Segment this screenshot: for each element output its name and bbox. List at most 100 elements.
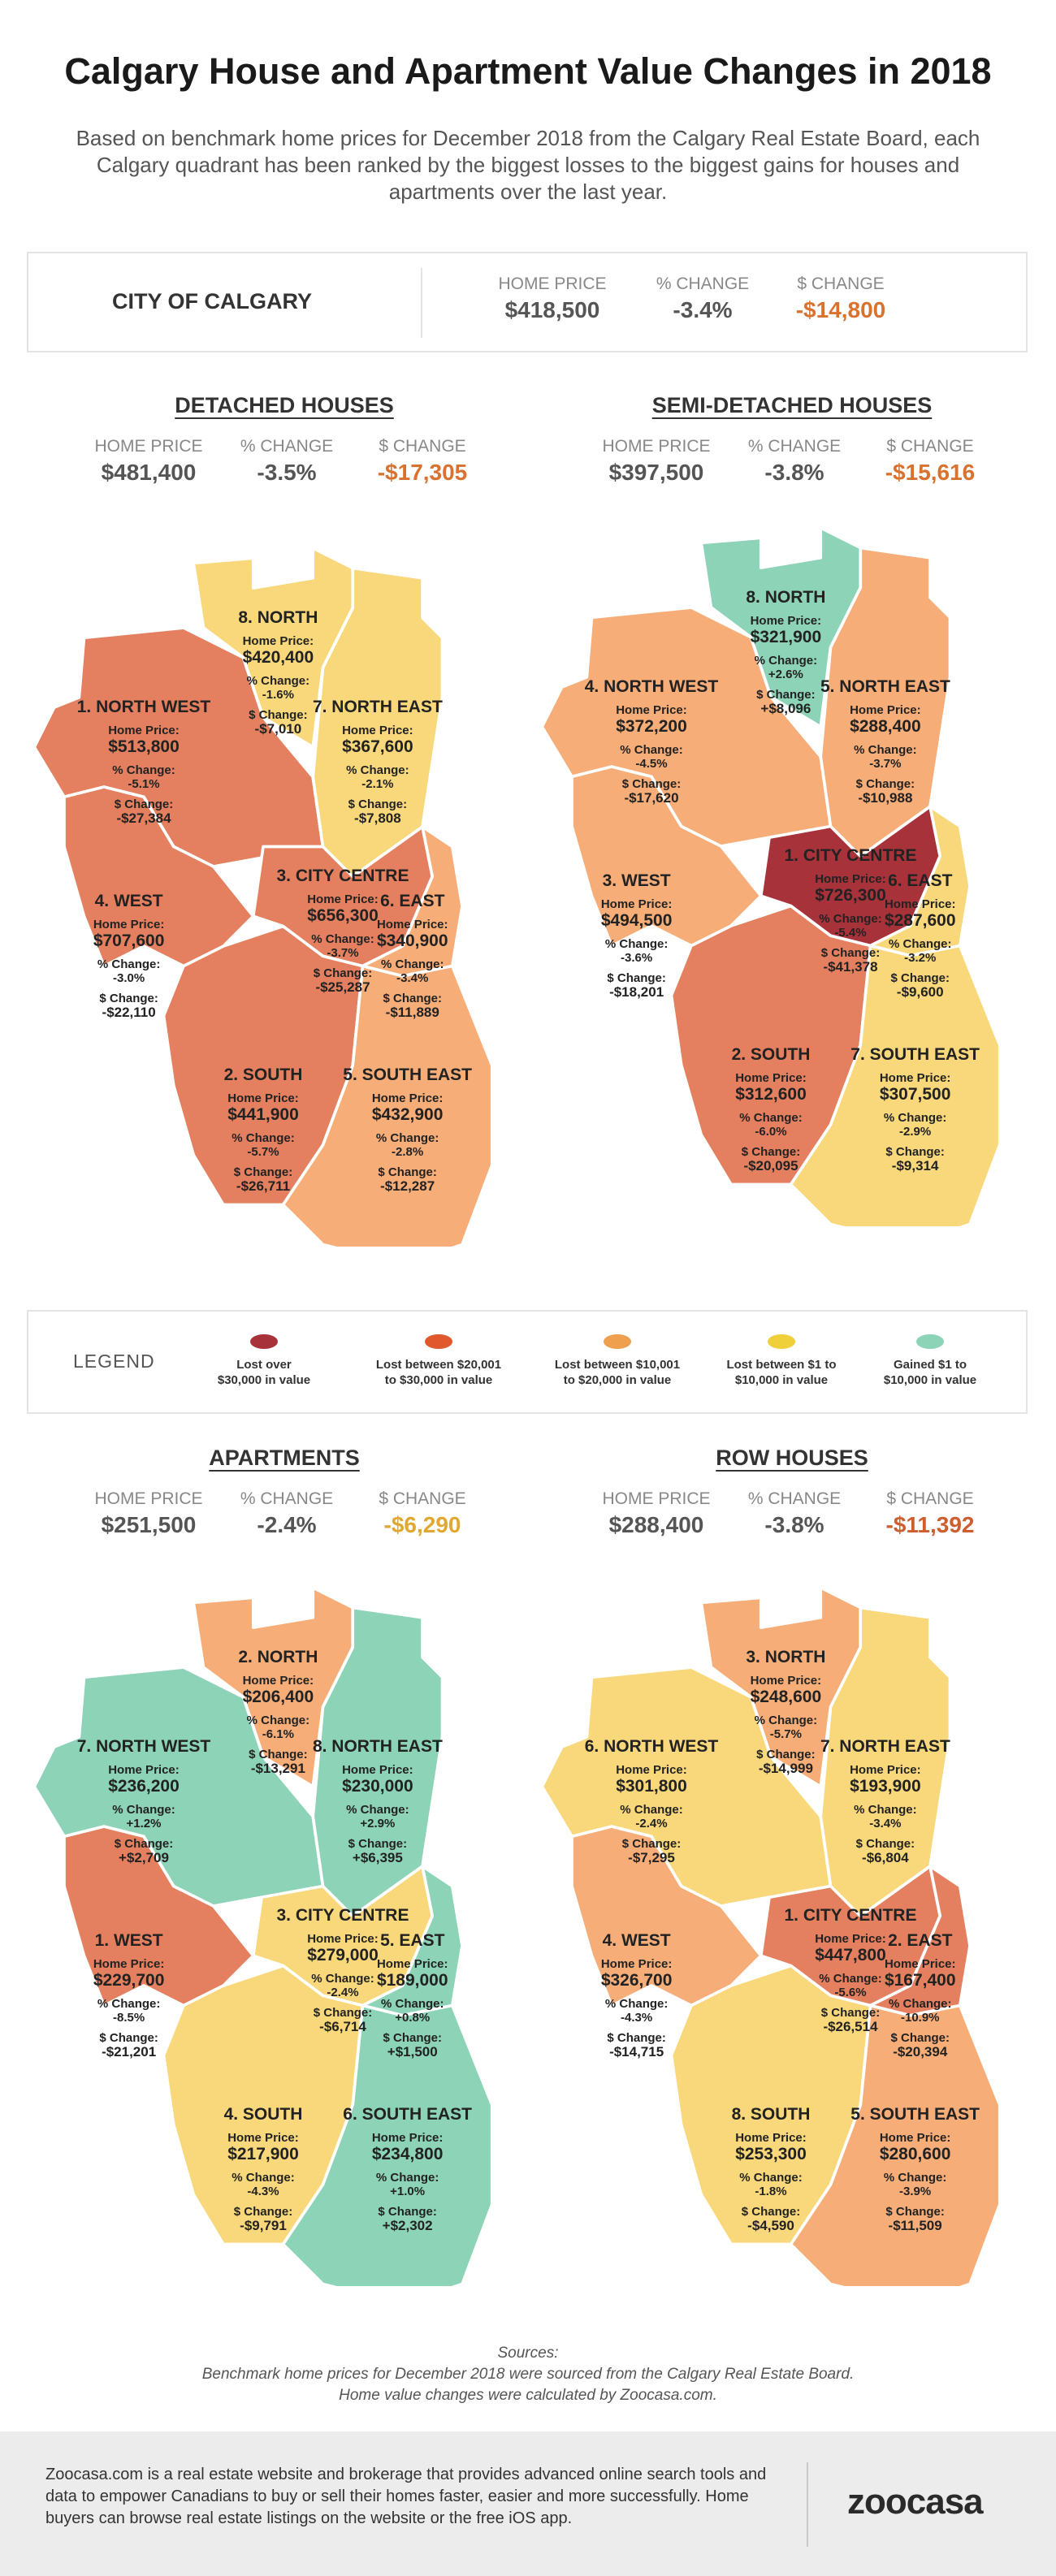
region-price-label: Home Price: [884, 897, 956, 911]
apartments-pct: % CHANGE -2.4% [214, 1489, 360, 1538]
semi-map: 1. CITY CENTRE Home Price: $726,300% Chang… [516, 512, 1036, 1226]
legend-swatch [425, 1334, 452, 1349]
region-label-city-centre: 3. CITY CENTRE Home Price: $279,000 % Chang… [266, 1906, 420, 2034]
region-price-label: Home Price: [376, 917, 448, 931]
region-price: $321,900 [750, 627, 822, 646]
legend-text-line2: $30,000 in value [217, 1373, 311, 1387]
region-price: $206,400 [242, 1687, 314, 1706]
region-price: $230,000 [342, 1776, 413, 1796]
region-label-north-west: 1. NORTH WEST Home Price: $513,800 % Change… [67, 698, 221, 825]
legend-item-lost-10001-20000: Lost between $10,001 to $20,000 in value [536, 1334, 699, 1388]
region-dollar-label: $ Change: [99, 991, 158, 1005]
region-label-north-east: 7. NORTH EAST Home Price: $367,600 % Change… [301, 698, 455, 825]
region-pct-label: % Change: [380, 957, 444, 971]
region-pct-label: % Change: [620, 742, 683, 757]
region-dollar: -$18,201 [609, 983, 664, 1000]
region-price-label: Home Price: [342, 1762, 413, 1777]
detached-map: 1. NORTH WEST Home Price: $513,800% Change… [8, 532, 528, 1247]
legend-text-line2: to $30,000 in value [384, 1373, 493, 1387]
region-name: 6. SOUTH EAST [343, 2105, 472, 2124]
region-label-east: 2. EAST Home Price: $167,400 % Change: -10.9… [843, 1931, 998, 2059]
region-dollar-label: $ Change: [820, 946, 881, 960]
region-pct: -3.9% [899, 2185, 932, 2198]
region-dollar-label: $ Change: [607, 2030, 666, 2045]
region-dollar: +$8,096 [760, 700, 811, 716]
legend-title: LEGEND [73, 1351, 155, 1372]
region-price: $513,800 [108, 737, 180, 756]
region-pct: -3.4% [396, 970, 429, 985]
region-pct: -3.6% [621, 950, 653, 965]
region-dollar: -$9,314 [891, 1158, 939, 1173]
region-pct: +2.9% [360, 1816, 396, 1830]
region-price: $326,700 [600, 1970, 673, 1990]
region-dollar: -$17,620 [624, 789, 679, 806]
region-price: $167,400 [884, 1970, 956, 1990]
region-label-west: 3. WEST Home Price: $494,500 % Change: -3.6%… [560, 871, 714, 999]
region-dollar-label: $ Change: [233, 1165, 293, 1179]
region-price-label: Home Price: [307, 1932, 379, 1946]
legend-item-lost-1-10000: Lost between $1 to $10,000 in value [700, 1334, 863, 1388]
detached-home-price: HOME PRICE $481,400 [76, 437, 222, 486]
region-dollar: -$22,110 [102, 1004, 156, 1020]
detached-home-price-label: HOME PRICE [94, 437, 203, 456]
city-pct-value: -3.4% [673, 297, 733, 322]
region-price-label: Home Price: [371, 1091, 444, 1105]
region-dollar: -$9,791 [240, 2218, 287, 2233]
region-dollar: -$4,590 [747, 2218, 794, 2233]
region-label-north-west: 4. NORTH WEST Home Price: $372,200 % Change… [574, 677, 729, 805]
region-pct: -3.4% [869, 1816, 902, 1830]
city-home-price-label: HOME PRICE [498, 274, 607, 293]
legend-text-line2: to $20,000 in value [563, 1373, 672, 1387]
detached-dollar-value: -$17,305 [377, 460, 468, 485]
region-name: 6. EAST [888, 871, 953, 890]
legend-text-line1: Lost between $20,001 [375, 1358, 502, 1372]
region-pct-label: % Change: [604, 936, 669, 951]
legend-text-line2: $10,000 in value [883, 1373, 977, 1387]
region-price-label: Home Price: [227, 1091, 299, 1105]
apartments-dollar: $ CHANGE -$6,290 [349, 1489, 496, 1538]
region-price-label: Home Price: [600, 1956, 673, 1971]
region-price: $372,200 [616, 716, 687, 736]
region-pct-label: % Change: [380, 1996, 444, 2011]
semi-pct-value: -3.8% [764, 460, 824, 485]
region-dollar-label: $ Change: [855, 1836, 915, 1851]
region-name: 8. SOUTH [731, 2105, 811, 2124]
region-south-east [789, 944, 1002, 1226]
region-price-label: Home Price: [884, 1956, 956, 1971]
region-name: 7. NORTH EAST [820, 1736, 950, 1756]
region-dollar: -$7,295 [628, 1849, 675, 1865]
region-dollar-label: $ Change: [885, 2205, 945, 2219]
region-dollar-label: $ Change: [348, 1836, 408, 1851]
region-price: $248,600 [750, 1687, 822, 1706]
row-home-price: HOME PRICE $288,400 [583, 1489, 729, 1538]
region-price: $217,900 [227, 2145, 299, 2163]
region-name: 5. EAST [380, 1930, 445, 1950]
semi-home-price-value: $397,500 [608, 460, 704, 485]
region-pct: -3.7% [327, 946, 359, 960]
region-price-label: Home Price: [735, 2131, 807, 2145]
region-pct-label: % Change: [97, 1996, 161, 2011]
apartments-home-price: HOME PRICE $251,500 [76, 1489, 222, 1538]
region-dollar: +$1,500 [387, 2043, 438, 2060]
region-dollar-label: $ Change: [621, 776, 682, 791]
region-pct: -1.8% [755, 2185, 787, 2198]
region-pct-label: % Change: [819, 1972, 882, 1986]
apartments-home-price-value: $251,500 [101, 1512, 197, 1537]
region-label-north-east: 7. NORTH EAST Home Price: $193,900 % Change… [808, 1737, 963, 1865]
city-divider [421, 268, 422, 338]
apartments-pct-label: % CHANGE [240, 1489, 334, 1508]
region-price-label: Home Price: [227, 2131, 299, 2145]
region-name: 8. NORTH EAST [312, 1736, 443, 1756]
region-pct-label: % Change: [246, 673, 310, 688]
apartments-title: APARTMENTS [209, 1446, 360, 1470]
semi-home-price-label: HOME PRICE [602, 437, 711, 456]
region-name: 8. NORTH [238, 607, 318, 627]
region-pct: -6.1% [262, 1727, 294, 1741]
legend-swatch [916, 1334, 944, 1349]
semi-dollar-value: -$15,616 [885, 460, 976, 485]
semi-map-svg [540, 526, 1002, 1226]
region-dollar-label: $ Change: [249, 707, 308, 722]
region-name: 2. SOUTH [731, 1045, 811, 1064]
zoocasa-logo[interactable]: zoocasa [847, 2482, 984, 2522]
region-label-city-centre: 3. CITY CENTRE Home Price: $656,300 % Chang… [266, 867, 420, 994]
